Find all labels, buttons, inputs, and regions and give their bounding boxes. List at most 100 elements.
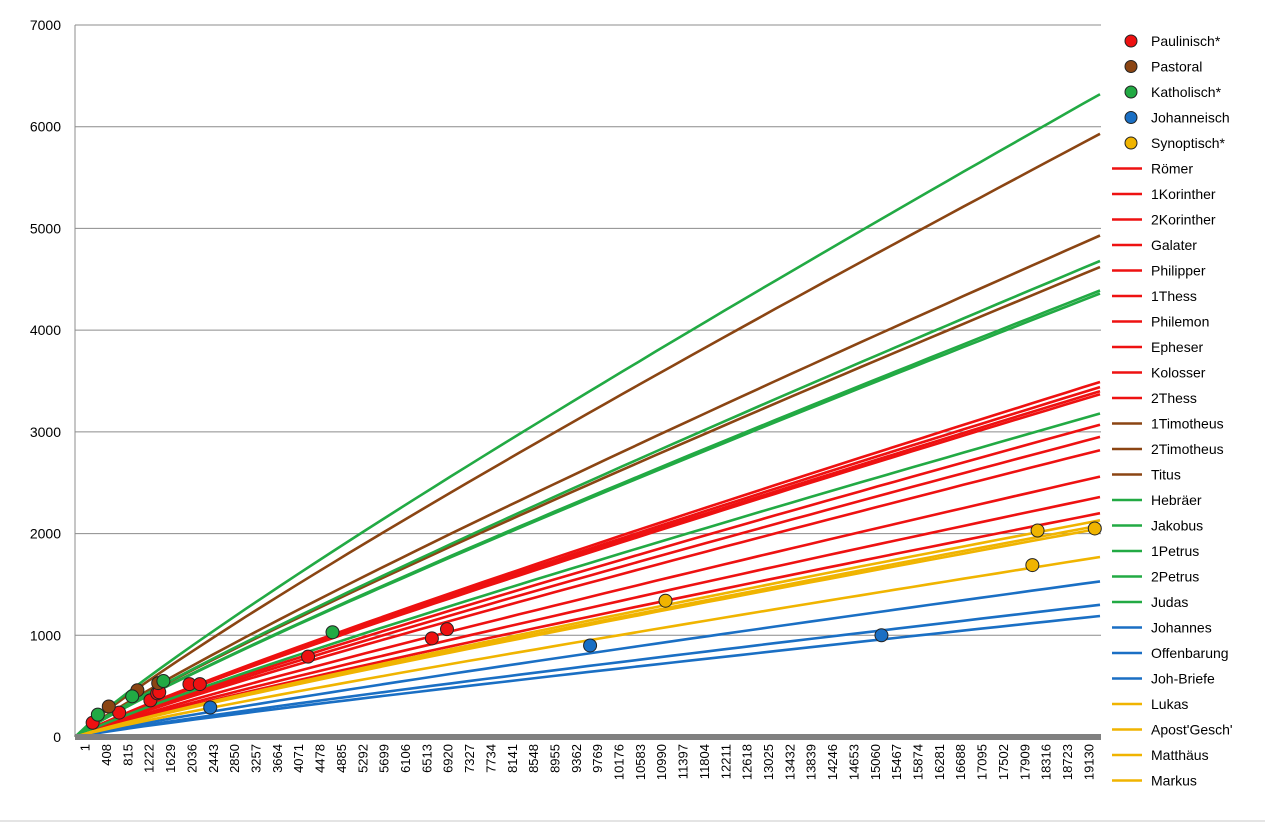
legend-label: Offenbarung <box>1151 645 1229 661</box>
x-tick-label: 19130 <box>1081 744 1096 780</box>
legend-label: 2Petrus <box>1151 569 1199 585</box>
x-tick-label: 1222 <box>142 744 157 773</box>
legend-label: Katholisch* <box>1151 84 1222 100</box>
x-tick-label: 6106 <box>398 744 413 773</box>
legend-label: Philemon <box>1151 314 1209 330</box>
x-tick-label: 4885 <box>334 744 349 773</box>
data-point <box>874 628 889 643</box>
x-axis <box>75 734 1101 740</box>
data-point <box>192 677 207 692</box>
x-tick-label: 7327 <box>462 744 477 773</box>
x-tick-label: 12211 <box>718 744 733 779</box>
points-layer <box>85 521 1102 730</box>
x-tick-label: 5292 <box>355 744 370 773</box>
y-tick-label: 2000 <box>30 526 61 542</box>
series-line-Philipper <box>74 435 1101 739</box>
x-tick-label: 17909 <box>1017 744 1032 780</box>
x-tick-label: 1629 <box>163 744 178 773</box>
legend-label: Römer <box>1151 161 1193 177</box>
series-line-Johannes <box>74 614 1101 739</box>
data-point <box>439 622 454 637</box>
x-tick-label: 10583 <box>633 744 648 780</box>
x-tick-label: 4478 <box>313 744 328 773</box>
legend: Paulinisch* Pastoral Katholisch* Johanneisc… <box>1112 33 1233 789</box>
x-tick-label: 17095 <box>975 744 990 780</box>
data-point <box>658 593 673 608</box>
legend-label: Philipper <box>1151 263 1206 279</box>
grid-layer <box>75 24 1101 636</box>
x-tick-label: 6513 <box>419 744 434 773</box>
legend-label: Johannes <box>1151 620 1212 636</box>
x-tick-label: 7734 <box>483 744 498 773</box>
series-line-Hebräer <box>74 412 1101 739</box>
x-tick-label: 12618 <box>740 744 755 780</box>
legend-label: 2Timotheus <box>1151 441 1224 457</box>
x-tick-label: 3257 <box>249 744 264 773</box>
legend-label: Pastoral <box>1151 59 1202 75</box>
series-line-Offenbarung <box>74 580 1101 739</box>
series-line-2Petrus <box>74 289 1101 739</box>
y-tick-label: 6000 <box>30 119 61 135</box>
y-tick-label: 0 <box>53 729 61 745</box>
legend-label: Judas <box>1151 594 1188 610</box>
series-line-Kolosser <box>74 511 1101 739</box>
series-line-1Thess <box>74 448 1101 739</box>
legend-label: Paulinisch* <box>1151 33 1221 49</box>
x-tick-label: 18723 <box>1060 744 1075 780</box>
legend-marker <box>1124 34 1138 48</box>
x-tick-label: 13432 <box>782 744 797 780</box>
x-tick-label: 5699 <box>377 744 392 773</box>
legend-label: 1Timotheus <box>1151 416 1224 432</box>
data-point <box>424 631 439 646</box>
series-line-Galater <box>74 423 1101 739</box>
legend-marker <box>1124 111 1138 124</box>
legend-label: Lukas <box>1151 696 1188 712</box>
series-line-Joh-Briefe <box>74 603 1101 739</box>
y-tick-label: 7000 <box>30 17 61 33</box>
legend-label: 1Korinther <box>1151 186 1216 202</box>
x-tick-label: 9362 <box>569 744 584 773</box>
y-tick-label: 3000 <box>30 424 61 440</box>
x-tick-label: 2036 <box>184 744 199 773</box>
legend-marker <box>1124 60 1138 73</box>
x-tick-label: 17502 <box>996 744 1011 780</box>
series-line-1Timotheus <box>74 132 1101 738</box>
x-tick-label: 11397 <box>676 744 691 779</box>
x-tick-label: 11804 <box>697 744 712 779</box>
x-tick-label: 8141 <box>505 744 520 773</box>
x-tick-label: 13839 <box>804 744 819 780</box>
data-point <box>112 705 127 720</box>
series-line-Philemon <box>74 475 1101 739</box>
series-line-Epheser <box>74 495 1101 739</box>
axis-layer: 0 1000 2000 3000 4000 5000 6000 7000 1 408 815 1222… <box>0 17 1265 822</box>
legend-label: 2Korinther <box>1151 212 1216 228</box>
x-tick-label: 14653 <box>846 744 861 780</box>
x-tick-label: 6920 <box>441 744 456 773</box>
series-line-Matthäus <box>74 527 1101 739</box>
legend-marker <box>1124 85 1138 99</box>
x-tick-label: 815 <box>120 744 135 766</box>
data-point <box>1087 521 1102 536</box>
x-tick-label: 408 <box>99 744 114 766</box>
x-tick-label: 9769 <box>590 744 605 773</box>
x-tick-label: 3664 <box>270 744 285 773</box>
series-line-Jakobus <box>74 259 1101 739</box>
x-tick-label: 16281 <box>932 744 947 780</box>
y-tick-label: 5000 <box>30 220 61 236</box>
legend-label: Epheser <box>1151 339 1203 355</box>
legend-label: 1Petrus <box>1151 543 1199 559</box>
series-line-1Petrus <box>74 93 1101 738</box>
data-point <box>125 689 140 704</box>
x-tick-label: 15467 <box>889 744 904 780</box>
legend-label: Synoptisch* <box>1151 135 1225 151</box>
x-tick-label: 15060 <box>868 744 883 780</box>
x-tick-label: 2443 <box>206 744 221 773</box>
legend-marker <box>1124 136 1138 150</box>
series-line-Judas <box>74 292 1101 739</box>
y-tick-label: 4000 <box>30 322 61 338</box>
series-line-2Timotheus <box>74 234 1101 739</box>
legend-label: Jakobus <box>1151 518 1203 534</box>
x-tick-label: 1 <box>78 744 93 751</box>
legend-label: Kolosser <box>1151 365 1206 381</box>
x-tick-label: 4071 <box>291 744 306 773</box>
